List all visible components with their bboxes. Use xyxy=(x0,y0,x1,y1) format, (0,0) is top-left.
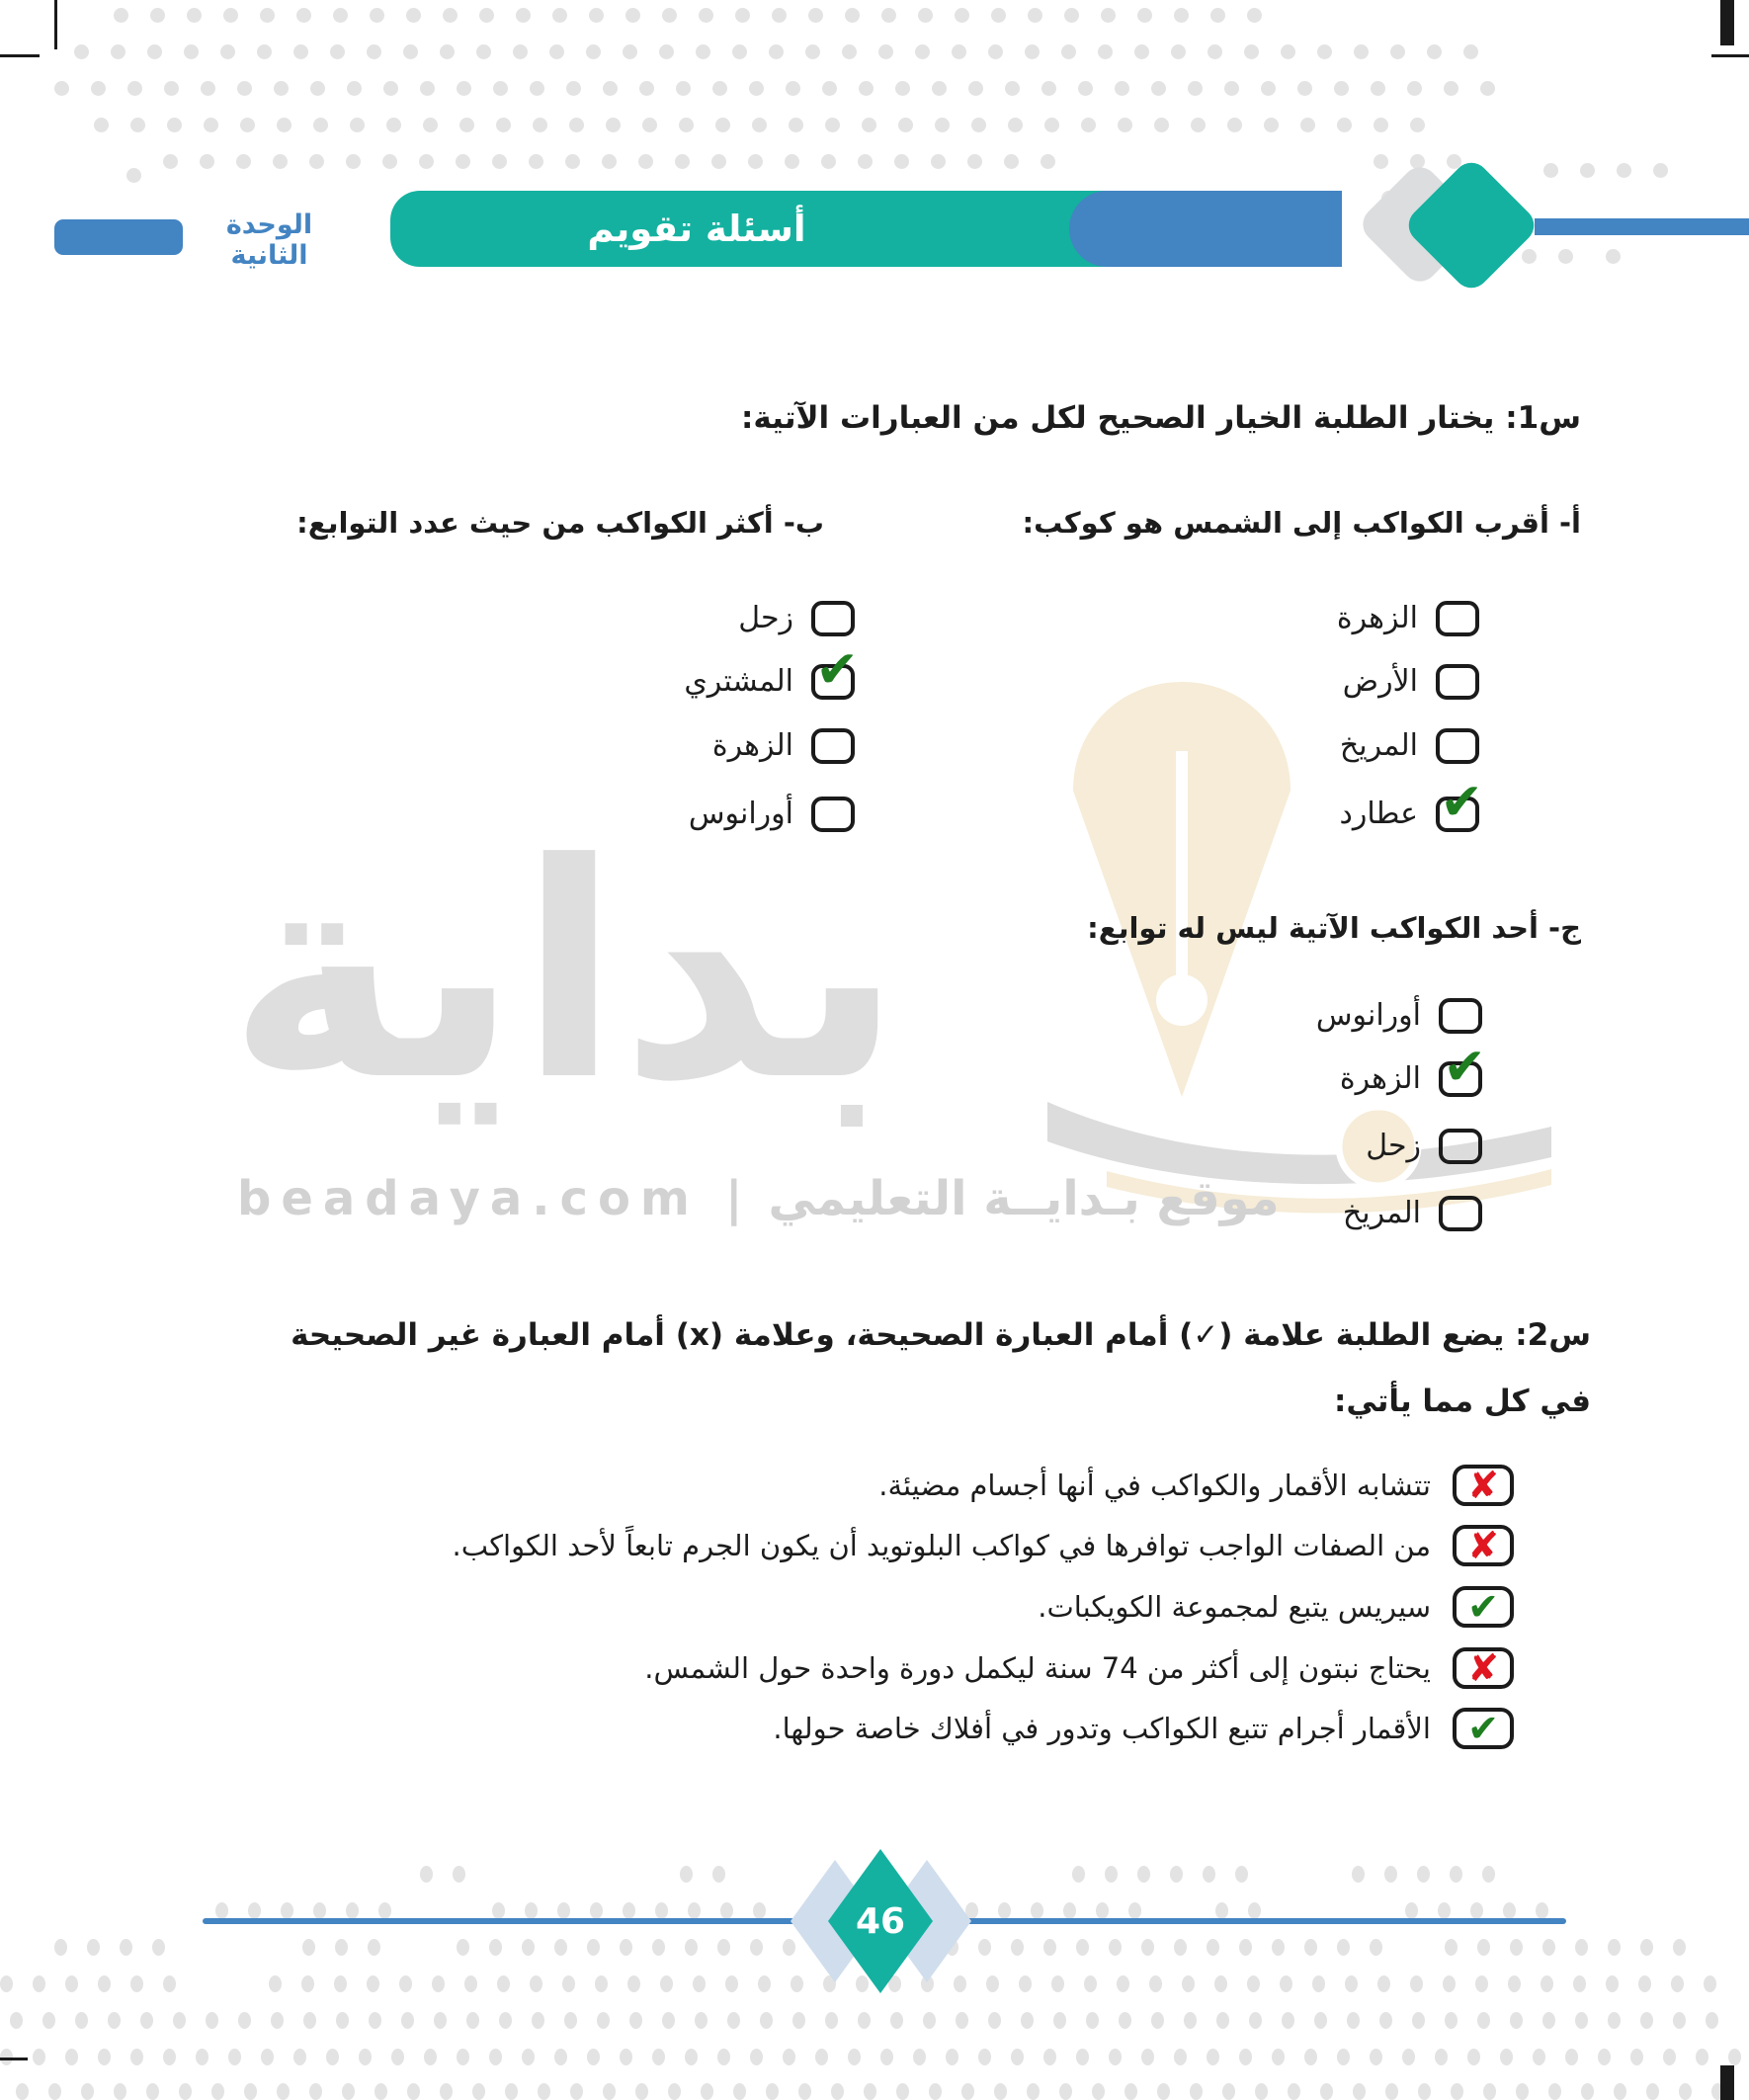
statement-checkbox[interactable]: ✔ ✘ xyxy=(1453,1525,1514,1566)
question-1-title: س1: يختار الطلبة الخيار الصحيح لكل من ال… xyxy=(740,400,1581,436)
unit-decoration-bar xyxy=(54,219,183,255)
crop-mark-top-left-v xyxy=(54,0,57,49)
watermark-site-ar: موقع بـدايــة التعليمي xyxy=(768,1171,1280,1226)
option-label: زحل xyxy=(1366,1129,1421,1163)
statement-text: يحتاج نبتون إلى أكثر من 74 سنة ليكمل دور… xyxy=(644,1650,1431,1685)
checkbox[interactable]: ✔ xyxy=(1436,601,1479,636)
checkbox[interactable]: ✔ xyxy=(1436,664,1479,700)
option-row: ✔ أورانوس xyxy=(1316,996,1482,1036)
option-row: ✔ أورانوس xyxy=(689,795,855,834)
crop-mark-top-right-h xyxy=(1711,54,1749,57)
assessment-banner: أسئلة تقويم xyxy=(390,191,1342,267)
checkbox[interactable]: ✔ xyxy=(1436,777,1483,832)
statement-row: ✔ ✘ الأقمار أجرام تتبع الكواكب وتدور في … xyxy=(773,1707,1514,1750)
option-row: ✔ زحل xyxy=(738,599,855,638)
option-label: زحل xyxy=(738,601,793,635)
question-2-title-line2: في كل مما يأتي: xyxy=(1333,1384,1591,1419)
option-row: ✔ الزهرة xyxy=(712,726,855,766)
checkbox[interactable]: ✔ xyxy=(1439,1042,1486,1097)
check-icon: ✔ xyxy=(1467,1707,1499,1750)
option-label: أورانوس xyxy=(688,797,793,831)
option-row: ✔ الأرض xyxy=(1343,662,1479,702)
banner-title: أسئلة تقويم xyxy=(587,208,806,250)
statement-row: ✔ ✘ من الصفات الواجب توافرها في كواكب ال… xyxy=(453,1524,1514,1567)
option-label: المريخ xyxy=(1342,1196,1421,1230)
check-icon: ✔ xyxy=(1467,1585,1499,1629)
statement-checkbox[interactable]: ✔ ✘ xyxy=(1453,1708,1514,1749)
option-label: عطارد xyxy=(1339,797,1419,831)
crop-mark-top-left-h xyxy=(0,54,40,57)
watermark-brand-word: بداية xyxy=(227,800,903,1145)
statement-checkbox[interactable]: ✔ ✘ xyxy=(1453,1465,1514,1506)
option-label: المريخ xyxy=(1339,728,1418,763)
option-label: الأرض xyxy=(1342,664,1418,699)
option-label: الزهرة xyxy=(1336,601,1418,635)
option-row: ✔ الزهرة xyxy=(1337,599,1479,638)
page-number: 46 xyxy=(855,1900,906,1942)
watermark-site-en: beadaya.com xyxy=(237,1171,700,1226)
statement-row: ✔ ✘ سيريس يتبع لمجموعة الكويكبات. xyxy=(1038,1585,1514,1629)
checkbox[interactable]: ✔ xyxy=(811,601,855,636)
option-row: ✔ المشتري xyxy=(684,644,859,702)
check-icon: ✔ xyxy=(1440,773,1483,832)
unit-label: الوحدة الثانية xyxy=(225,210,313,271)
page-number-diamond: 46 xyxy=(828,1849,933,1993)
check-icon: ✔ xyxy=(1443,1038,1486,1097)
cross-icon: ✘ xyxy=(1467,1464,1499,1507)
question-2-title-line1: س2: يضع الطلبة علامة (✓) أمام العبارة ال… xyxy=(291,1317,1591,1353)
option-row: ✔ المريخ xyxy=(1343,1194,1482,1233)
statement-text: من الصفات الواجب توافرها في كواكب البلوت… xyxy=(452,1528,1431,1562)
check-icon: ✔ xyxy=(815,640,859,700)
part-c-header: ج- أحد الكواكب الآتية ليس له توابع: xyxy=(1087,911,1581,945)
statement-row: ✔ ✘ تتشابه الأقمار والكواكب في أنها أجسا… xyxy=(878,1464,1514,1507)
option-row: ✔ الزهرة xyxy=(1339,1042,1486,1099)
checkbox[interactable]: ✔ xyxy=(811,644,859,700)
option-label: الزهرة xyxy=(1339,1061,1421,1096)
option-label: المشتري xyxy=(684,664,793,699)
checkbox[interactable]: ✔ xyxy=(1436,728,1479,764)
cross-icon: ✘ xyxy=(1467,1524,1499,1567)
option-label: الزهرة xyxy=(711,728,793,763)
banner-blue-segment xyxy=(1069,191,1342,267)
statement-checkbox[interactable]: ✔ ✘ xyxy=(1453,1647,1514,1689)
cross-icon: ✘ xyxy=(1467,1646,1499,1690)
checkbox[interactable]: ✔ xyxy=(1439,1129,1482,1164)
option-row: ✔ زحل xyxy=(1366,1127,1482,1166)
statement-row: ✔ ✘ يحتاج نبتون إلى أكثر من 74 سنة ليكمل… xyxy=(644,1646,1514,1690)
crop-mark-bottom-left-h xyxy=(0,2058,28,2060)
option-row: ✔ عطارد xyxy=(1339,777,1483,834)
statement-text: الأقمار أجرام تتبع الكواكب وتدور في أفلا… xyxy=(773,1711,1431,1745)
part-b-header: ب- أكثر الكواكب من حيث عدد التوابع: xyxy=(296,506,824,540)
pen-nib-watermark xyxy=(1073,682,1291,1097)
option-label: أورانوس xyxy=(1315,998,1421,1033)
crop-mark-top-right-v xyxy=(1720,0,1734,45)
checkbox[interactable]: ✔ xyxy=(1439,998,1482,1034)
crop-mark-bottom-right-v xyxy=(1720,2065,1734,2100)
statement-text: تتشابه الأقمار والكواكب في أنها أجسام مض… xyxy=(878,1468,1431,1502)
statement-text: سيريس يتبع لمجموعة الكويكبات. xyxy=(1038,1589,1431,1624)
option-row: ✔ المريخ xyxy=(1340,726,1479,766)
checkbox[interactable]: ✔ xyxy=(811,728,855,764)
checkbox[interactable]: ✔ xyxy=(1439,1196,1482,1231)
watermark-site-line: موقع بـدايــة التعليمي | beadaya.com xyxy=(237,1171,1280,1226)
watermark-separator: | xyxy=(724,1171,743,1226)
part-a-header: أ- أقرب الكواكب إلى الشمس هو كوكب: xyxy=(1022,506,1582,540)
header-rule-line xyxy=(1535,218,1749,235)
statement-checkbox[interactable]: ✔ ✘ xyxy=(1453,1586,1514,1628)
checkbox[interactable]: ✔ xyxy=(811,797,855,832)
